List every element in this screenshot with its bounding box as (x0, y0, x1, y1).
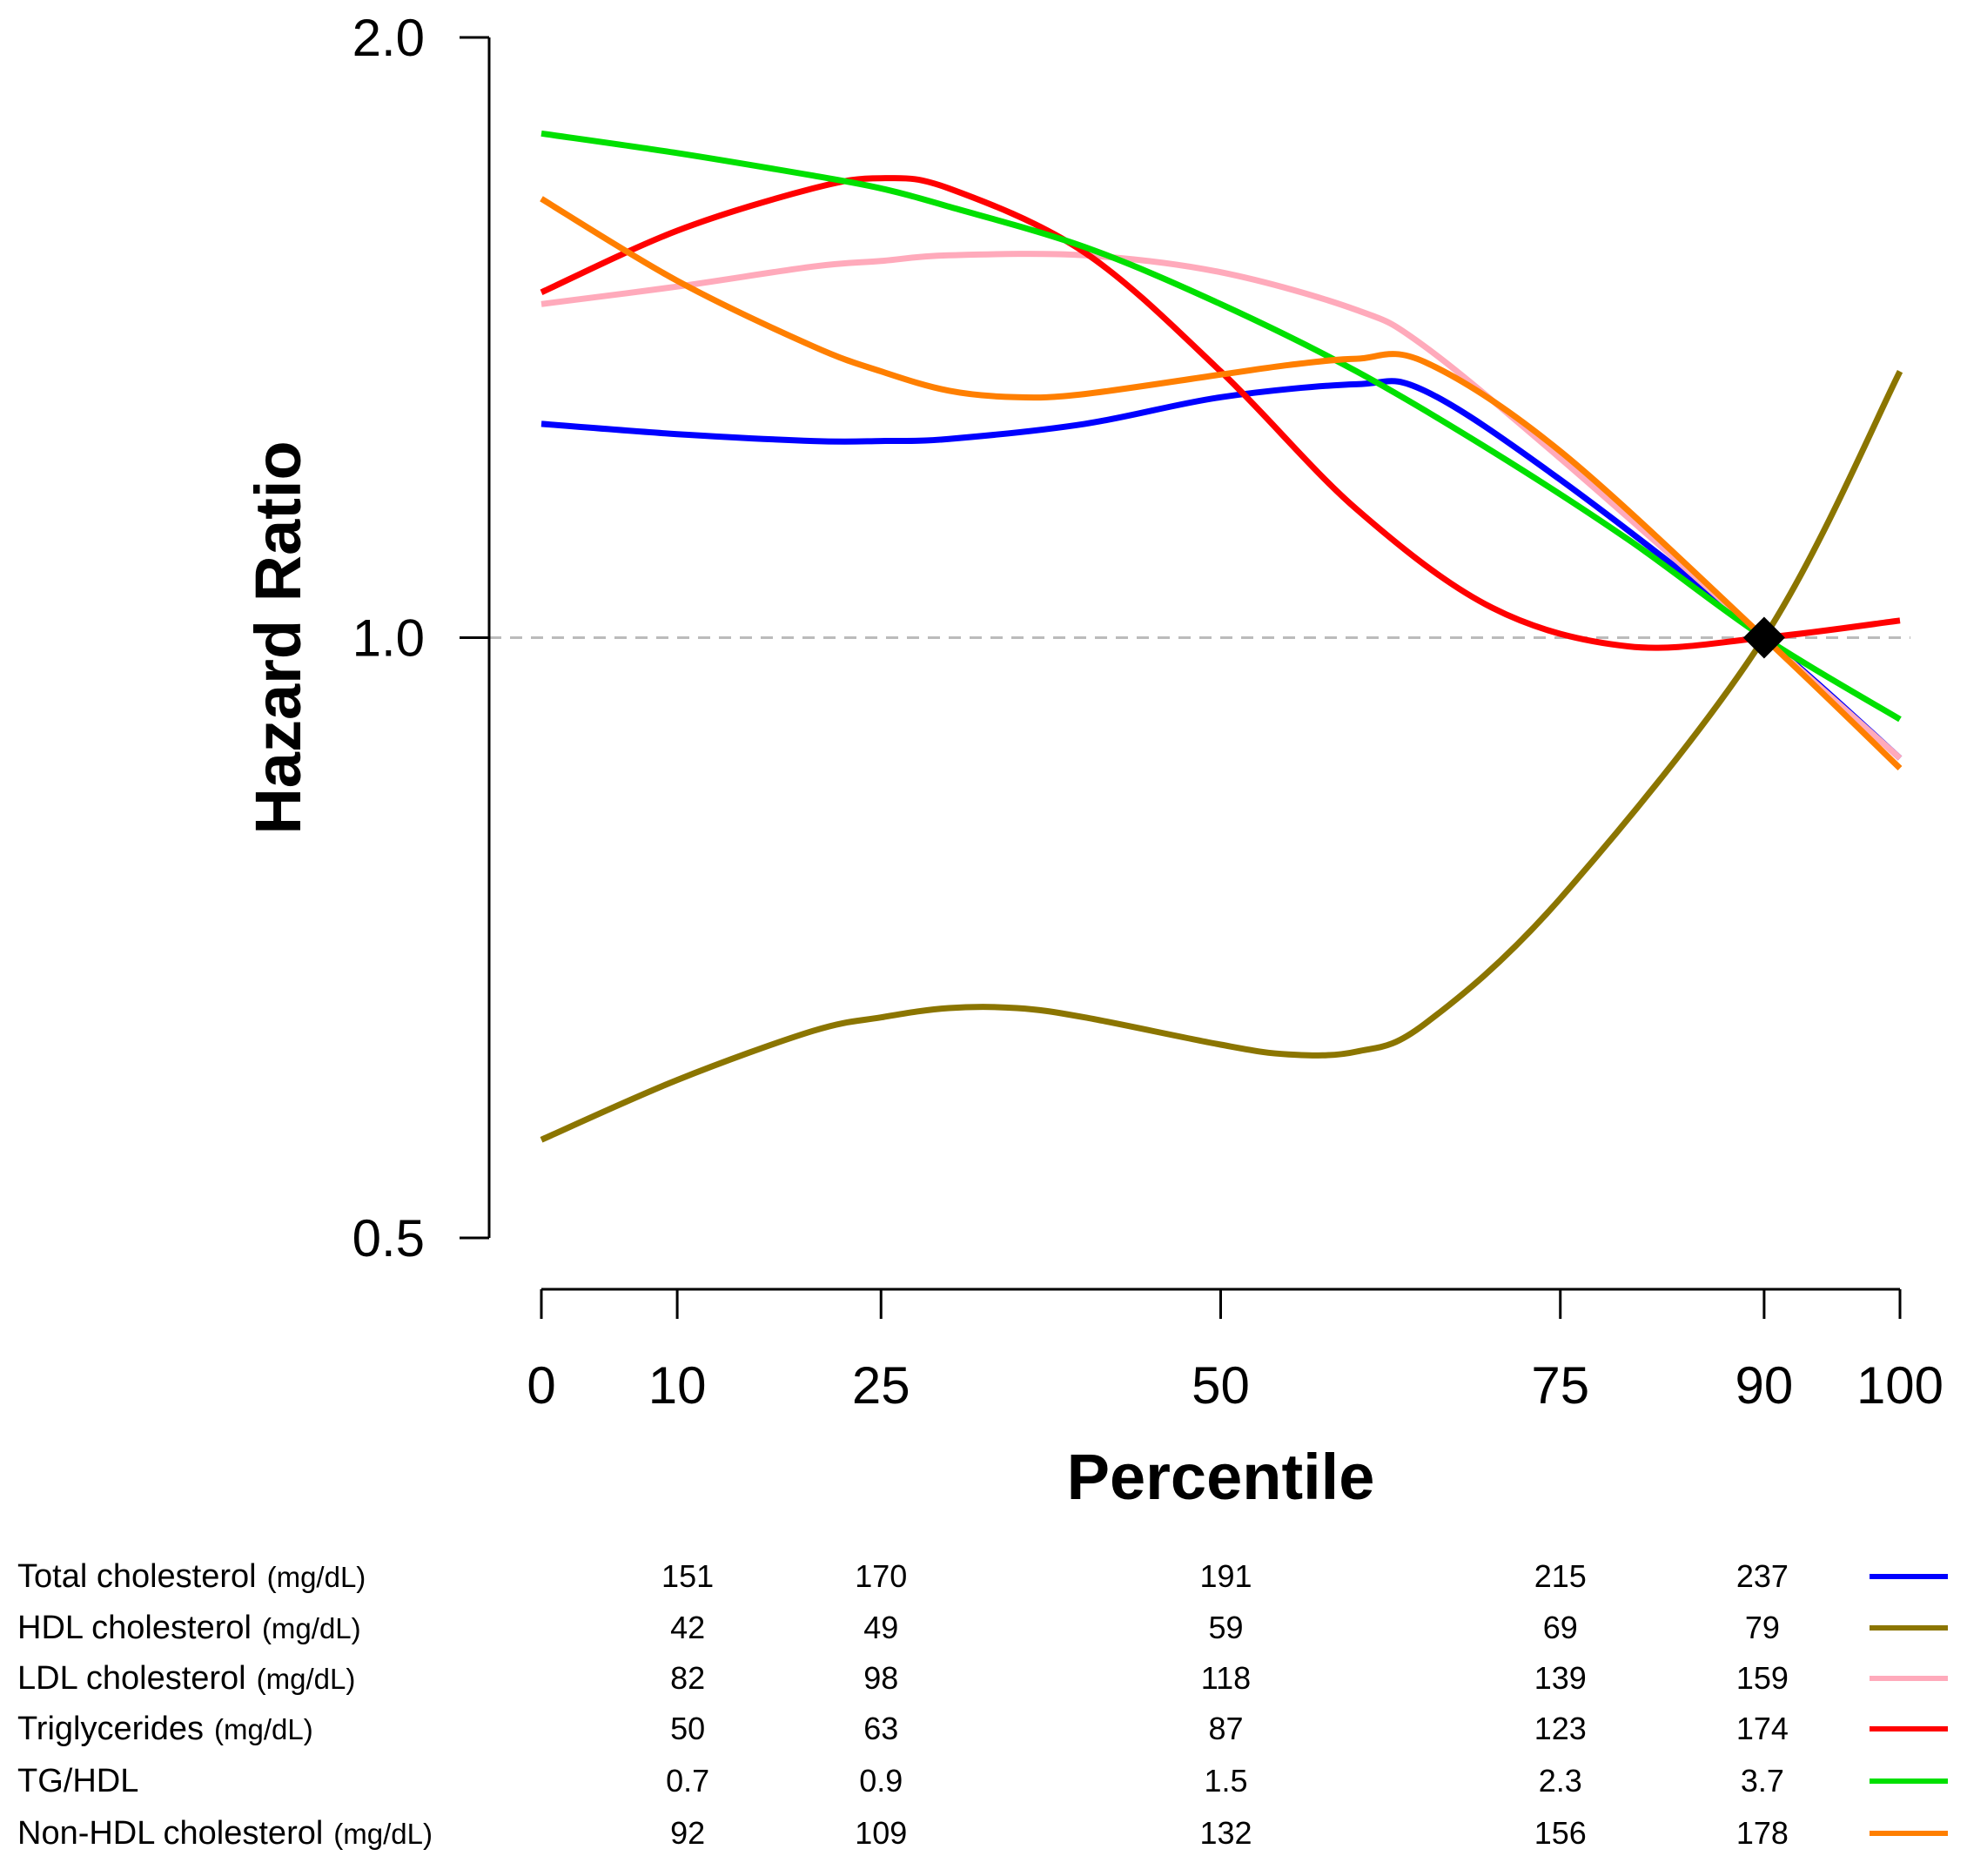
x-tick-label: 100 (1856, 1356, 1944, 1415)
y-tick-label: 0.5 (352, 1209, 425, 1267)
table-cell: 156 (1534, 1815, 1587, 1851)
table-row-name: HDL cholesterol (17, 1610, 252, 1646)
reference-point-diamond (1742, 616, 1785, 659)
series-line-ldl-cholesterol (540, 251, 1903, 761)
table-row-name: Total cholesterol (17, 1558, 257, 1595)
x-axis-title: Percentile (1067, 1441, 1375, 1513)
series-line-hdl-cholesterol (540, 370, 1903, 1143)
table-row-unit: (mg/dL) (214, 1713, 313, 1745)
table-row-label: Triglycerides (mg/dL) (17, 1711, 313, 1747)
series-line-total-cholesterol (540, 378, 1903, 761)
table-cell: 170 (855, 1558, 907, 1594)
table-cell: 82 (670, 1660, 705, 1696)
table-cell: 191 (1199, 1558, 1252, 1594)
table-cell: 63 (863, 1711, 898, 1746)
series-line-triglycerides (540, 175, 1901, 651)
y-tick-label: 2.0 (352, 9, 425, 67)
series-line-non-hdl-cholesterol (540, 196, 1903, 771)
table-cell: 174 (1736, 1711, 1789, 1746)
table-cell: 123 (1534, 1711, 1587, 1746)
x-tick-label: 10 (648, 1356, 707, 1415)
table-row-unit: (mg/dL) (262, 1612, 361, 1644)
y-tick-label: 1.0 (352, 609, 425, 668)
table-cell: 50 (670, 1711, 705, 1746)
table-cell: 98 (863, 1660, 898, 1696)
table-cell: 3.7 (1741, 1763, 1784, 1799)
table-cell: 178 (1736, 1815, 1789, 1851)
table-row-name: Non-HDL cholesterol (17, 1815, 323, 1852)
x-tick-label: 50 (1192, 1356, 1250, 1415)
table-row-label: Non-HDL cholesterol (mg/dL) (17, 1815, 433, 1852)
table-row-name: LDL cholesterol (17, 1660, 246, 1697)
table-cell: 69 (1543, 1610, 1578, 1645)
table-row-unit: (mg/dL) (257, 1663, 356, 1695)
table-cell: 2.3 (1539, 1763, 1582, 1799)
y-axis-title: Hazard Ratio (242, 440, 314, 834)
table-cell: 79 (1745, 1610, 1780, 1645)
table-cell: 139 (1534, 1660, 1587, 1696)
table-row-label: HDL cholesterol (mg/dL) (17, 1610, 361, 1646)
table-row-label: LDL cholesterol (mg/dL) (17, 1660, 355, 1697)
table-cell: 1.5 (1204, 1763, 1247, 1799)
table-cell: 159 (1736, 1660, 1789, 1696)
table-cell: 215 (1534, 1558, 1587, 1594)
table-cell: 0.7 (666, 1763, 709, 1799)
table-cell: 87 (1208, 1711, 1243, 1746)
table-row-label: TG/HDL (17, 1763, 138, 1799)
table-cell: 151 (661, 1558, 714, 1594)
table-cell: 132 (1199, 1815, 1252, 1851)
table-cell: 0.9 (859, 1763, 903, 1799)
table-cell: 118 (1201, 1660, 1251, 1696)
series-line-tg-hdl (540, 130, 1902, 723)
table-cell: 92 (670, 1815, 705, 1851)
table-cell: 59 (1208, 1610, 1243, 1645)
table-cell: 109 (855, 1815, 907, 1851)
x-tick-label: 0 (527, 1356, 555, 1415)
table-row-label: Total cholesterol (mg/dL) (17, 1558, 366, 1595)
x-tick-label: 25 (852, 1356, 910, 1415)
table-cell: 49 (863, 1610, 898, 1645)
table-row-unit: (mg/dL) (333, 1818, 433, 1850)
table-row-name: Triglycerides (17, 1711, 204, 1747)
table-cell: 42 (670, 1610, 705, 1645)
table-cell: 237 (1736, 1558, 1789, 1594)
x-tick-label: 90 (1735, 1356, 1794, 1415)
x-tick-label: 75 (1531, 1356, 1589, 1415)
table-row-name: TG/HDL (17, 1763, 138, 1799)
table-row-unit: (mg/dL) (267, 1561, 366, 1593)
